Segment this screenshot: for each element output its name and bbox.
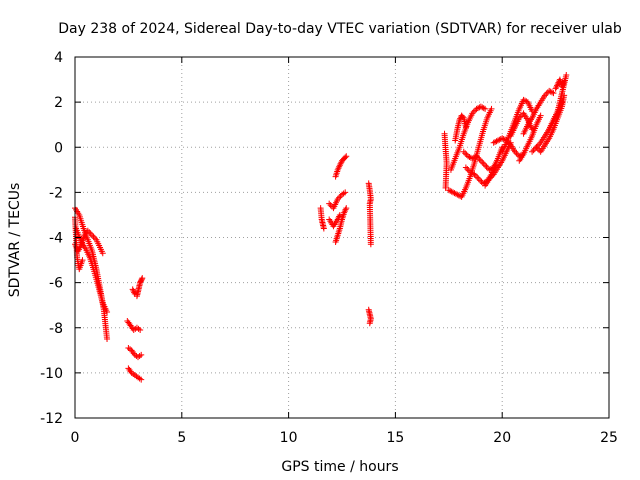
data-point [99, 250, 106, 257]
data-point [459, 113, 466, 120]
axis-ticks: 0 5 10 15 20 25 -12 -10 -8 -6 -4 -2 0 2 4 [40, 50, 618, 446]
data-point [462, 150, 469, 157]
x-tick-label: 15 [386, 430, 404, 446]
data-point [530, 147, 537, 154]
data-point [131, 290, 138, 297]
y-tick-label: 0 [54, 140, 63, 156]
x-tick-label: 20 [493, 430, 511, 446]
data-point [137, 327, 144, 334]
data-point [343, 153, 350, 160]
data-point [529, 148, 536, 155]
data-point [320, 225, 327, 232]
data-point [366, 320, 373, 327]
data-point [561, 78, 568, 85]
data-point [79, 257, 86, 264]
data-point [533, 144, 540, 151]
data-point [460, 148, 467, 155]
data-point [462, 164, 469, 171]
data-point [472, 154, 479, 161]
data-point [474, 174, 481, 181]
data-point [442, 184, 449, 191]
gridlines [75, 57, 609, 418]
data-point [342, 189, 349, 196]
x-axis-label: GPS time / hours [281, 459, 398, 475]
x-tick-label: 10 [280, 430, 298, 446]
data-points [72, 72, 570, 383]
data-point [479, 104, 486, 111]
y-tick-label: -12 [40, 411, 63, 427]
data-point [563, 72, 570, 79]
y-tick-label: 2 [54, 95, 63, 111]
data-point [138, 351, 145, 358]
data-point [342, 154, 349, 161]
y-axis-label: SDTVAR / TECUs [7, 183, 23, 298]
data-point [479, 159, 486, 166]
data-point [550, 90, 557, 97]
data-point [343, 205, 350, 212]
x-tick-label: 5 [177, 430, 186, 446]
data-point [480, 105, 487, 112]
chart-title: Day 238 of 2024, Sidereal Day-to-day VTE… [58, 21, 622, 37]
data-point [475, 175, 482, 182]
data-point [337, 193, 344, 200]
data-point [336, 211, 343, 218]
data-point [482, 162, 489, 169]
data-point [549, 89, 556, 96]
data-point [89, 232, 96, 239]
data-point [488, 105, 495, 112]
data-point [138, 376, 145, 383]
data-point [477, 157, 484, 164]
data-point [104, 308, 111, 315]
y-tick-label: -4 [49, 231, 63, 247]
data-point [138, 276, 145, 283]
data-point [104, 336, 111, 343]
x-tick-label: 0 [71, 430, 80, 446]
data-point [537, 112, 544, 119]
data-point [367, 241, 374, 248]
y-tick-label: 4 [54, 50, 63, 66]
data-point [327, 202, 334, 209]
x-tick-label: 25 [600, 430, 618, 446]
data-point [326, 200, 333, 207]
y-tick-label: -2 [49, 185, 63, 201]
data-point [480, 160, 487, 167]
data-point [462, 123, 469, 130]
y-tick-label: -10 [40, 366, 63, 382]
data-point [139, 275, 146, 282]
data-point [482, 105, 489, 112]
y-tick-label: -8 [49, 321, 63, 337]
y-tick-label: -6 [49, 276, 63, 292]
data-point [90, 233, 97, 240]
